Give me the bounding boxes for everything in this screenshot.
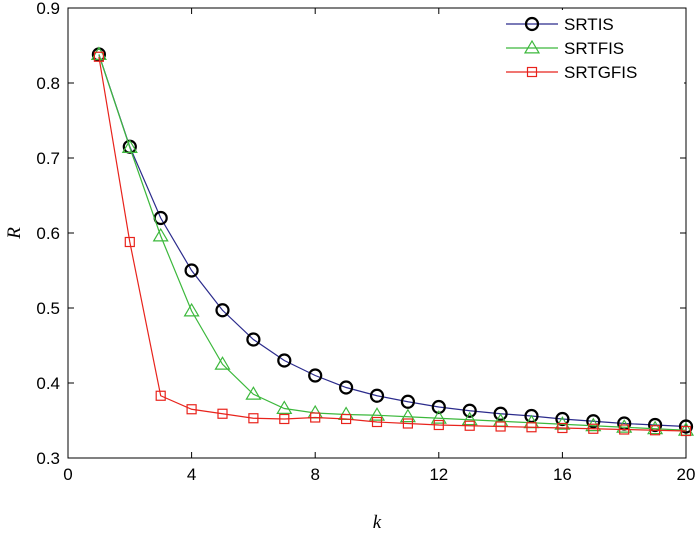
axis-ticks: 0 4 8 12 16 20 0.3 0.4 0.5 0.6 0.7 0.8 0.9 <box>36 0 695 484</box>
data-point <box>215 303 230 318</box>
data-point <box>341 413 352 425</box>
data-point <box>647 420 664 435</box>
data-point <box>155 390 166 401</box>
data-point <box>616 419 633 433</box>
y-tick-label: 0.3 <box>36 449 60 468</box>
data-point <box>433 419 444 431</box>
data-point <box>371 416 383 428</box>
data-point <box>588 423 599 434</box>
x-tick-label: 16 <box>553 465 572 484</box>
data-point <box>399 408 416 423</box>
data-point <box>402 418 413 429</box>
data-point <box>493 406 508 421</box>
data-point <box>586 414 601 429</box>
legend-label: SRTGFIS <box>564 63 637 82</box>
data-point <box>245 386 262 400</box>
data-point <box>369 388 385 403</box>
data-point <box>678 419 694 434</box>
x-tick-label: 4 <box>187 465 196 484</box>
data-point <box>368 407 386 421</box>
legend-box <box>498 10 684 98</box>
data-point <box>310 412 321 423</box>
data-point <box>121 139 138 153</box>
data-point <box>339 380 354 395</box>
data-point <box>276 400 293 414</box>
y-tick-label: 0.7 <box>36 149 60 168</box>
data-point <box>308 368 323 383</box>
data-point <box>279 413 290 425</box>
x-tick-label: 0 <box>63 465 72 484</box>
y-tick-label: 0.9 <box>36 0 60 18</box>
data-point <box>461 411 478 426</box>
y-axis-label: R <box>4 227 25 240</box>
legend-label: SRTIS <box>564 15 614 34</box>
y-tick-label: 0.6 <box>36 224 60 243</box>
series-line <box>98 54 687 431</box>
y-tick-label: 0.5 <box>36 299 60 318</box>
data-point <box>152 227 169 242</box>
x-tick-label: 12 <box>429 465 448 484</box>
data-point <box>124 236 135 248</box>
data-point <box>495 421 506 432</box>
data-point <box>524 408 539 424</box>
data-point <box>217 408 228 419</box>
x-tick-label: 20 <box>677 465 696 484</box>
data-point <box>246 332 261 347</box>
legend-marker <box>524 16 540 32</box>
data-point <box>186 404 197 415</box>
y-tick-label: 0.4 <box>36 374 60 393</box>
series-srtfis <box>90 46 695 436</box>
x-axis-label: k <box>373 512 382 533</box>
data-point <box>555 411 570 427</box>
data-point <box>431 399 446 415</box>
y-tick-label: 0.8 <box>36 74 60 93</box>
data-point <box>649 425 661 436</box>
legend-marker <box>526 66 538 78</box>
data-point <box>184 263 199 278</box>
legend-label: SRTFIS <box>564 39 624 58</box>
series-line <box>98 54 687 428</box>
data-point <box>214 356 231 370</box>
data-point <box>400 394 415 409</box>
legend-marker <box>523 39 541 54</box>
data-point <box>183 302 200 317</box>
data-point <box>462 403 477 418</box>
series-srtgfis <box>93 51 692 437</box>
data-point <box>93 51 105 62</box>
data-point <box>647 417 663 433</box>
data-point <box>248 413 259 424</box>
series-line <box>98 56 687 432</box>
data-point <box>430 410 447 424</box>
x-tick-label: 8 <box>310 465 319 484</box>
data-point <box>619 424 630 435</box>
data-point <box>557 422 568 434</box>
data-point <box>680 425 692 437</box>
data-point <box>464 420 475 431</box>
data-point <box>526 422 537 433</box>
legend: SRTIS SRTFIS SRTGFIS <box>498 10 684 98</box>
data-point <box>277 353 292 368</box>
series-srtis <box>91 47 694 434</box>
series-group <box>90 46 695 437</box>
